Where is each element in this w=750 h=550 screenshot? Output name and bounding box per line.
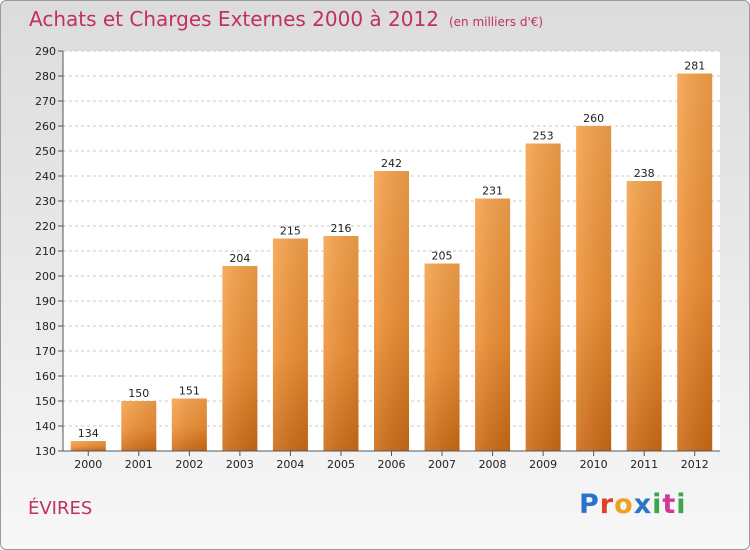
logo-letter: i [652, 489, 663, 520]
bars-layer: 134 150 151 204 215 216 242 205 231 253 260 238 281 [70, 60, 713, 451]
y-tick-label: 220 [35, 220, 56, 233]
bar-shade [70, 441, 106, 451]
y-tick-label: 160 [35, 370, 56, 383]
y-tick-label: 140 [35, 420, 56, 433]
bar-value-label: 242 [381, 157, 402, 170]
bar-shade [121, 401, 157, 451]
y-tick-label: 270 [35, 95, 56, 108]
x-tick-label: 2004 [276, 458, 304, 471]
chart-title: Achats et Charges Externes 2000 à 2012 (e… [29, 7, 543, 31]
bar-value-label: 205 [432, 250, 453, 263]
chart-title-text: Achats et Charges Externes 2000 à 2012 [29, 7, 439, 31]
x-tick-label: 2011 [630, 458, 658, 471]
bar-value-label: 253 [533, 130, 554, 143]
bar-value-label: 216 [330, 222, 351, 235]
x-tick-label: 2002 [175, 458, 203, 471]
bar-shade [323, 236, 359, 451]
y-tick-label: 280 [35, 70, 56, 83]
bar-value-label: 215 [280, 225, 301, 238]
bar-value-label: 204 [229, 252, 250, 265]
proxiti-logo: Proxiti [579, 489, 687, 520]
y-tick-label: 210 [35, 245, 56, 258]
x-tick-label: 2001 [125, 458, 153, 471]
y-tick-label: 170 [35, 345, 56, 358]
y-tick-label: 240 [35, 170, 56, 183]
logo-letter: o [614, 489, 634, 520]
bar-shade [424, 263, 460, 451]
bar-shade [272, 238, 308, 451]
x-tick-label: 2006 [378, 458, 406, 471]
y-tick-label: 290 [35, 45, 56, 58]
axis-layer: 130 140 150 160 170 180 190 200 210 220 230 240 250 2… [35, 45, 720, 471]
bar-value-label: 151 [179, 385, 200, 398]
bar-value-label: 134 [78, 427, 99, 440]
chart-subtitle: (en milliers d'€) [448, 15, 544, 29]
logo-letter: t [662, 489, 677, 520]
bar-shade [222, 266, 258, 451]
x-tick-label: 2008 [479, 458, 507, 471]
bar-value-label: 231 [482, 185, 503, 198]
y-tick-label: 250 [35, 145, 56, 158]
bar-value-label: 260 [583, 112, 604, 125]
x-tick-label: 2005 [327, 458, 355, 471]
x-tick-label: 2000 [74, 458, 102, 471]
bar-shade [374, 171, 409, 451]
logo-letter: i [676, 489, 687, 520]
x-tick-label: 2007 [428, 458, 456, 471]
y-tick-label: 180 [35, 320, 56, 333]
y-tick-label: 150 [35, 395, 56, 408]
bar-shade [475, 198, 511, 451]
x-tick-label: 2010 [580, 458, 608, 471]
x-tick-label: 2009 [529, 458, 557, 471]
y-tick-label: 130 [35, 445, 56, 458]
y-tick-label: 230 [35, 195, 56, 208]
logo-letter: P [579, 489, 600, 520]
y-tick-label: 260 [35, 120, 56, 133]
bar-value-label: 281 [684, 60, 705, 73]
x-tick-label: 2012 [681, 458, 709, 471]
x-tick-label: 2003 [226, 458, 254, 471]
bar-shade [576, 126, 612, 451]
bar-shade [525, 143, 561, 451]
bar-value-label: 150 [128, 387, 149, 400]
place-name: ÉVIRES [28, 498, 93, 519]
bar-shade [171, 398, 207, 451]
bar-shade [626, 181, 662, 451]
logo-letter: r [599, 489, 615, 520]
y-tick-label: 190 [35, 295, 56, 308]
bar-shade [677, 73, 713, 451]
y-tick-label: 200 [35, 270, 56, 283]
logo-letter: x [633, 489, 653, 520]
bar-value-label: 238 [634, 167, 655, 180]
